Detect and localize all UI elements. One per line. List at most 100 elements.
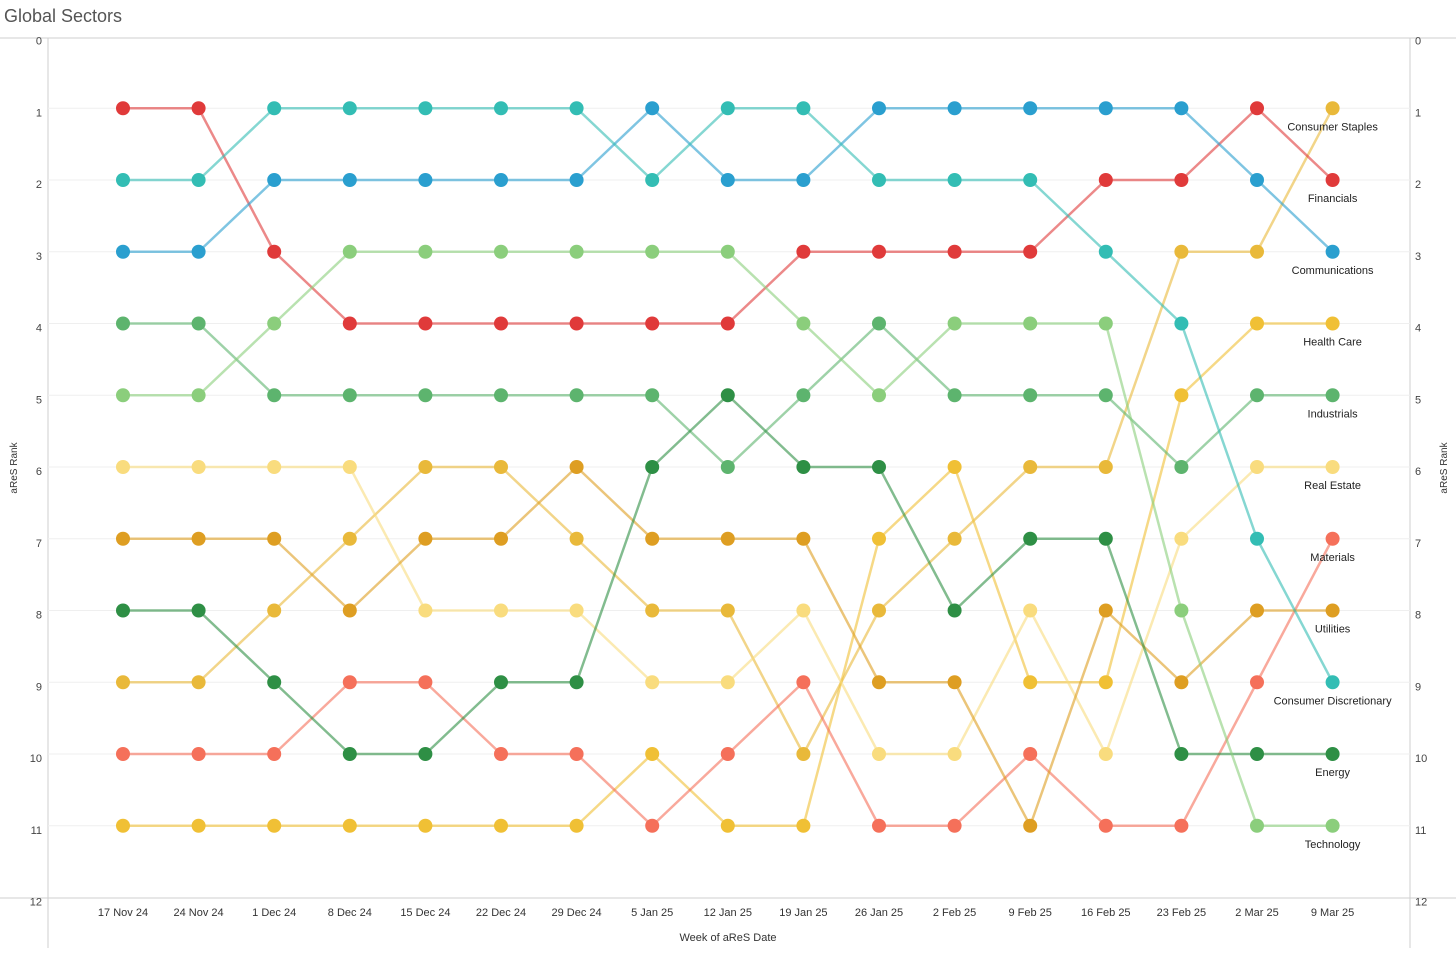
data-point	[418, 531, 433, 546]
data-point	[1250, 244, 1264, 259]
data-point	[1023, 316, 1038, 331]
data-point	[645, 460, 660, 474]
data-point	[1325, 101, 1340, 116]
y-tick-label: 6	[36, 466, 42, 478]
y-tick-label: 9	[1415, 681, 1421, 693]
y-tick-label: 3	[1415, 251, 1421, 263]
data-point	[1098, 173, 1113, 187]
data-point	[872, 747, 886, 761]
series-label: Consumer Discretionary	[1274, 695, 1392, 707]
data-point	[872, 244, 886, 259]
data-point	[1250, 747, 1264, 761]
data-point	[191, 531, 206, 546]
data-point	[1098, 244, 1113, 259]
y-tick-label: 7	[36, 538, 42, 550]
data-point	[494, 531, 508, 546]
data-point	[796, 244, 811, 259]
data-point	[267, 388, 282, 403]
y-tick-label: 10	[1415, 753, 1427, 765]
data-point	[872, 675, 886, 690]
data-point	[267, 173, 282, 187]
data-point	[494, 460, 508, 474]
data-point	[191, 173, 206, 187]
data-point	[1023, 747, 1038, 761]
data-point	[1325, 818, 1340, 833]
data-point	[1325, 244, 1340, 259]
data-point	[267, 603, 282, 618]
data-point	[267, 747, 282, 761]
data-point	[720, 388, 735, 403]
series-label: Technology	[1305, 839, 1361, 851]
data-point	[191, 244, 206, 259]
data-point	[267, 316, 282, 331]
data-point	[191, 316, 206, 331]
data-point	[1098, 460, 1113, 474]
y-tick-label: 3	[36, 251, 42, 263]
y-tick-label: 8	[1415, 610, 1421, 622]
data-point	[418, 818, 433, 833]
data-point	[796, 460, 811, 474]
data-point	[1098, 531, 1113, 546]
data-point	[872, 316, 886, 331]
y-tick-label: 10	[30, 753, 42, 765]
data-point	[1250, 460, 1264, 474]
data-point	[342, 603, 357, 618]
data-point	[342, 316, 357, 331]
data-point	[267, 818, 282, 833]
data-point	[1023, 603, 1038, 618]
data-point	[494, 603, 508, 618]
data-point	[1098, 675, 1113, 690]
x-tick-label: 9 Mar 25	[1311, 907, 1354, 919]
data-point	[872, 603, 886, 618]
data-point	[418, 747, 433, 761]
data-point	[342, 531, 357, 546]
data-point	[342, 244, 357, 259]
data-point	[645, 173, 660, 187]
data-point	[1250, 603, 1264, 618]
x-tick-label: 26 Jan 25	[855, 907, 903, 919]
y-tick-label: 2	[1415, 179, 1421, 191]
data-point	[1325, 173, 1340, 187]
x-tick-label: 24 Nov 24	[174, 907, 224, 919]
data-point	[569, 388, 584, 403]
x-tick-label: 19 Jan 25	[779, 907, 827, 919]
data-point	[1174, 675, 1189, 690]
y-tick-label: 0	[1415, 36, 1421, 48]
data-point	[418, 460, 433, 474]
y-tick-label: 12	[30, 897, 42, 909]
data-point	[796, 531, 811, 546]
data-point	[418, 101, 433, 116]
data-point	[1250, 173, 1264, 187]
y-tick-label: 5	[36, 394, 42, 406]
data-point	[342, 388, 357, 403]
data-point	[1098, 747, 1113, 761]
data-point	[872, 173, 886, 187]
data-point	[1174, 818, 1189, 833]
data-point	[342, 173, 357, 187]
y-tick-label: 12	[1415, 897, 1427, 909]
x-tick-label: 16 Feb 25	[1081, 907, 1131, 919]
data-point	[267, 675, 282, 690]
data-point	[267, 460, 282, 474]
data-point	[1325, 531, 1340, 546]
data-point	[342, 747, 357, 761]
data-point	[191, 101, 206, 116]
data-point	[947, 101, 962, 116]
data-point	[569, 603, 584, 618]
y-tick-label: 4	[36, 323, 42, 335]
data-point	[1174, 531, 1189, 546]
data-point	[191, 675, 206, 690]
data-point	[796, 388, 811, 403]
series-label: Materials	[1310, 552, 1355, 564]
data-point	[645, 818, 660, 833]
data-point	[720, 316, 735, 331]
data-point	[1250, 531, 1264, 546]
data-point	[1023, 173, 1038, 187]
x-tick-label: 9 Feb 25	[1008, 907, 1051, 919]
data-point	[267, 101, 282, 116]
data-point	[116, 244, 130, 259]
data-point	[1174, 316, 1189, 331]
data-point	[116, 173, 130, 187]
x-tick-label: 8 Dec 24	[328, 907, 372, 919]
